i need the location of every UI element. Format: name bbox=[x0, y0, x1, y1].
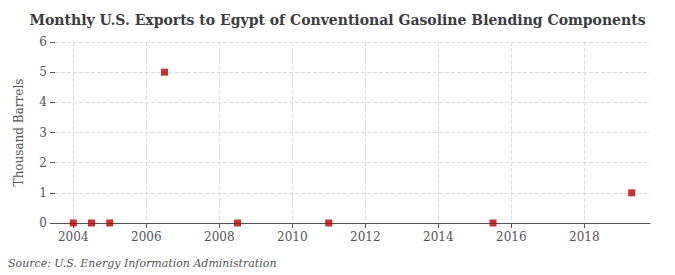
svg-text:0: 0 bbox=[39, 216, 47, 230]
svg-text:2010: 2010 bbox=[277, 230, 308, 244]
svg-text:Monthly U.S. Exports to Egypt: Monthly U.S. Exports to Egypt of Convent… bbox=[29, 12, 645, 28]
svg-text:4: 4 bbox=[39, 95, 47, 109]
svg-text:2006: 2006 bbox=[131, 230, 162, 244]
svg-text:6: 6 bbox=[39, 35, 47, 49]
svg-text:1: 1 bbox=[39, 186, 47, 200]
svg-text:2016: 2016 bbox=[496, 230, 527, 244]
svg-text:2014: 2014 bbox=[423, 230, 454, 244]
svg-text:5: 5 bbox=[39, 65, 47, 79]
svg-text:3: 3 bbox=[39, 126, 47, 140]
svg-text:2012: 2012 bbox=[350, 230, 381, 244]
svg-text:2: 2 bbox=[39, 156, 47, 170]
svg-text:Source: U.S. Energy Informatio: Source: U.S. Energy Information Administ… bbox=[8, 257, 276, 270]
svg-text:2008: 2008 bbox=[204, 230, 235, 244]
svg-text:2018: 2018 bbox=[569, 230, 600, 244]
svg-text:Thousand Barrels: Thousand Barrels bbox=[12, 79, 26, 187]
svg-text:2004: 2004 bbox=[58, 230, 89, 244]
